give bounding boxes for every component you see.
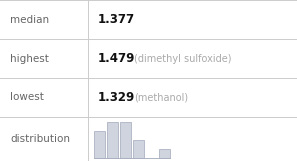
Bar [133,140,144,158]
Text: 1.479: 1.479 [98,52,135,65]
Bar [107,122,118,158]
Text: 1.377: 1.377 [98,13,135,26]
Bar [159,149,170,158]
Text: (methanol): (methanol) [134,93,188,103]
Text: 1.329: 1.329 [98,91,135,104]
Text: highest: highest [10,53,49,63]
Bar [120,122,131,158]
Text: lowest: lowest [10,93,44,103]
Text: (dimethyl sulfoxide): (dimethyl sulfoxide) [134,53,231,63]
Text: distribution: distribution [10,134,70,144]
Bar [94,131,105,158]
Text: median: median [10,14,49,24]
